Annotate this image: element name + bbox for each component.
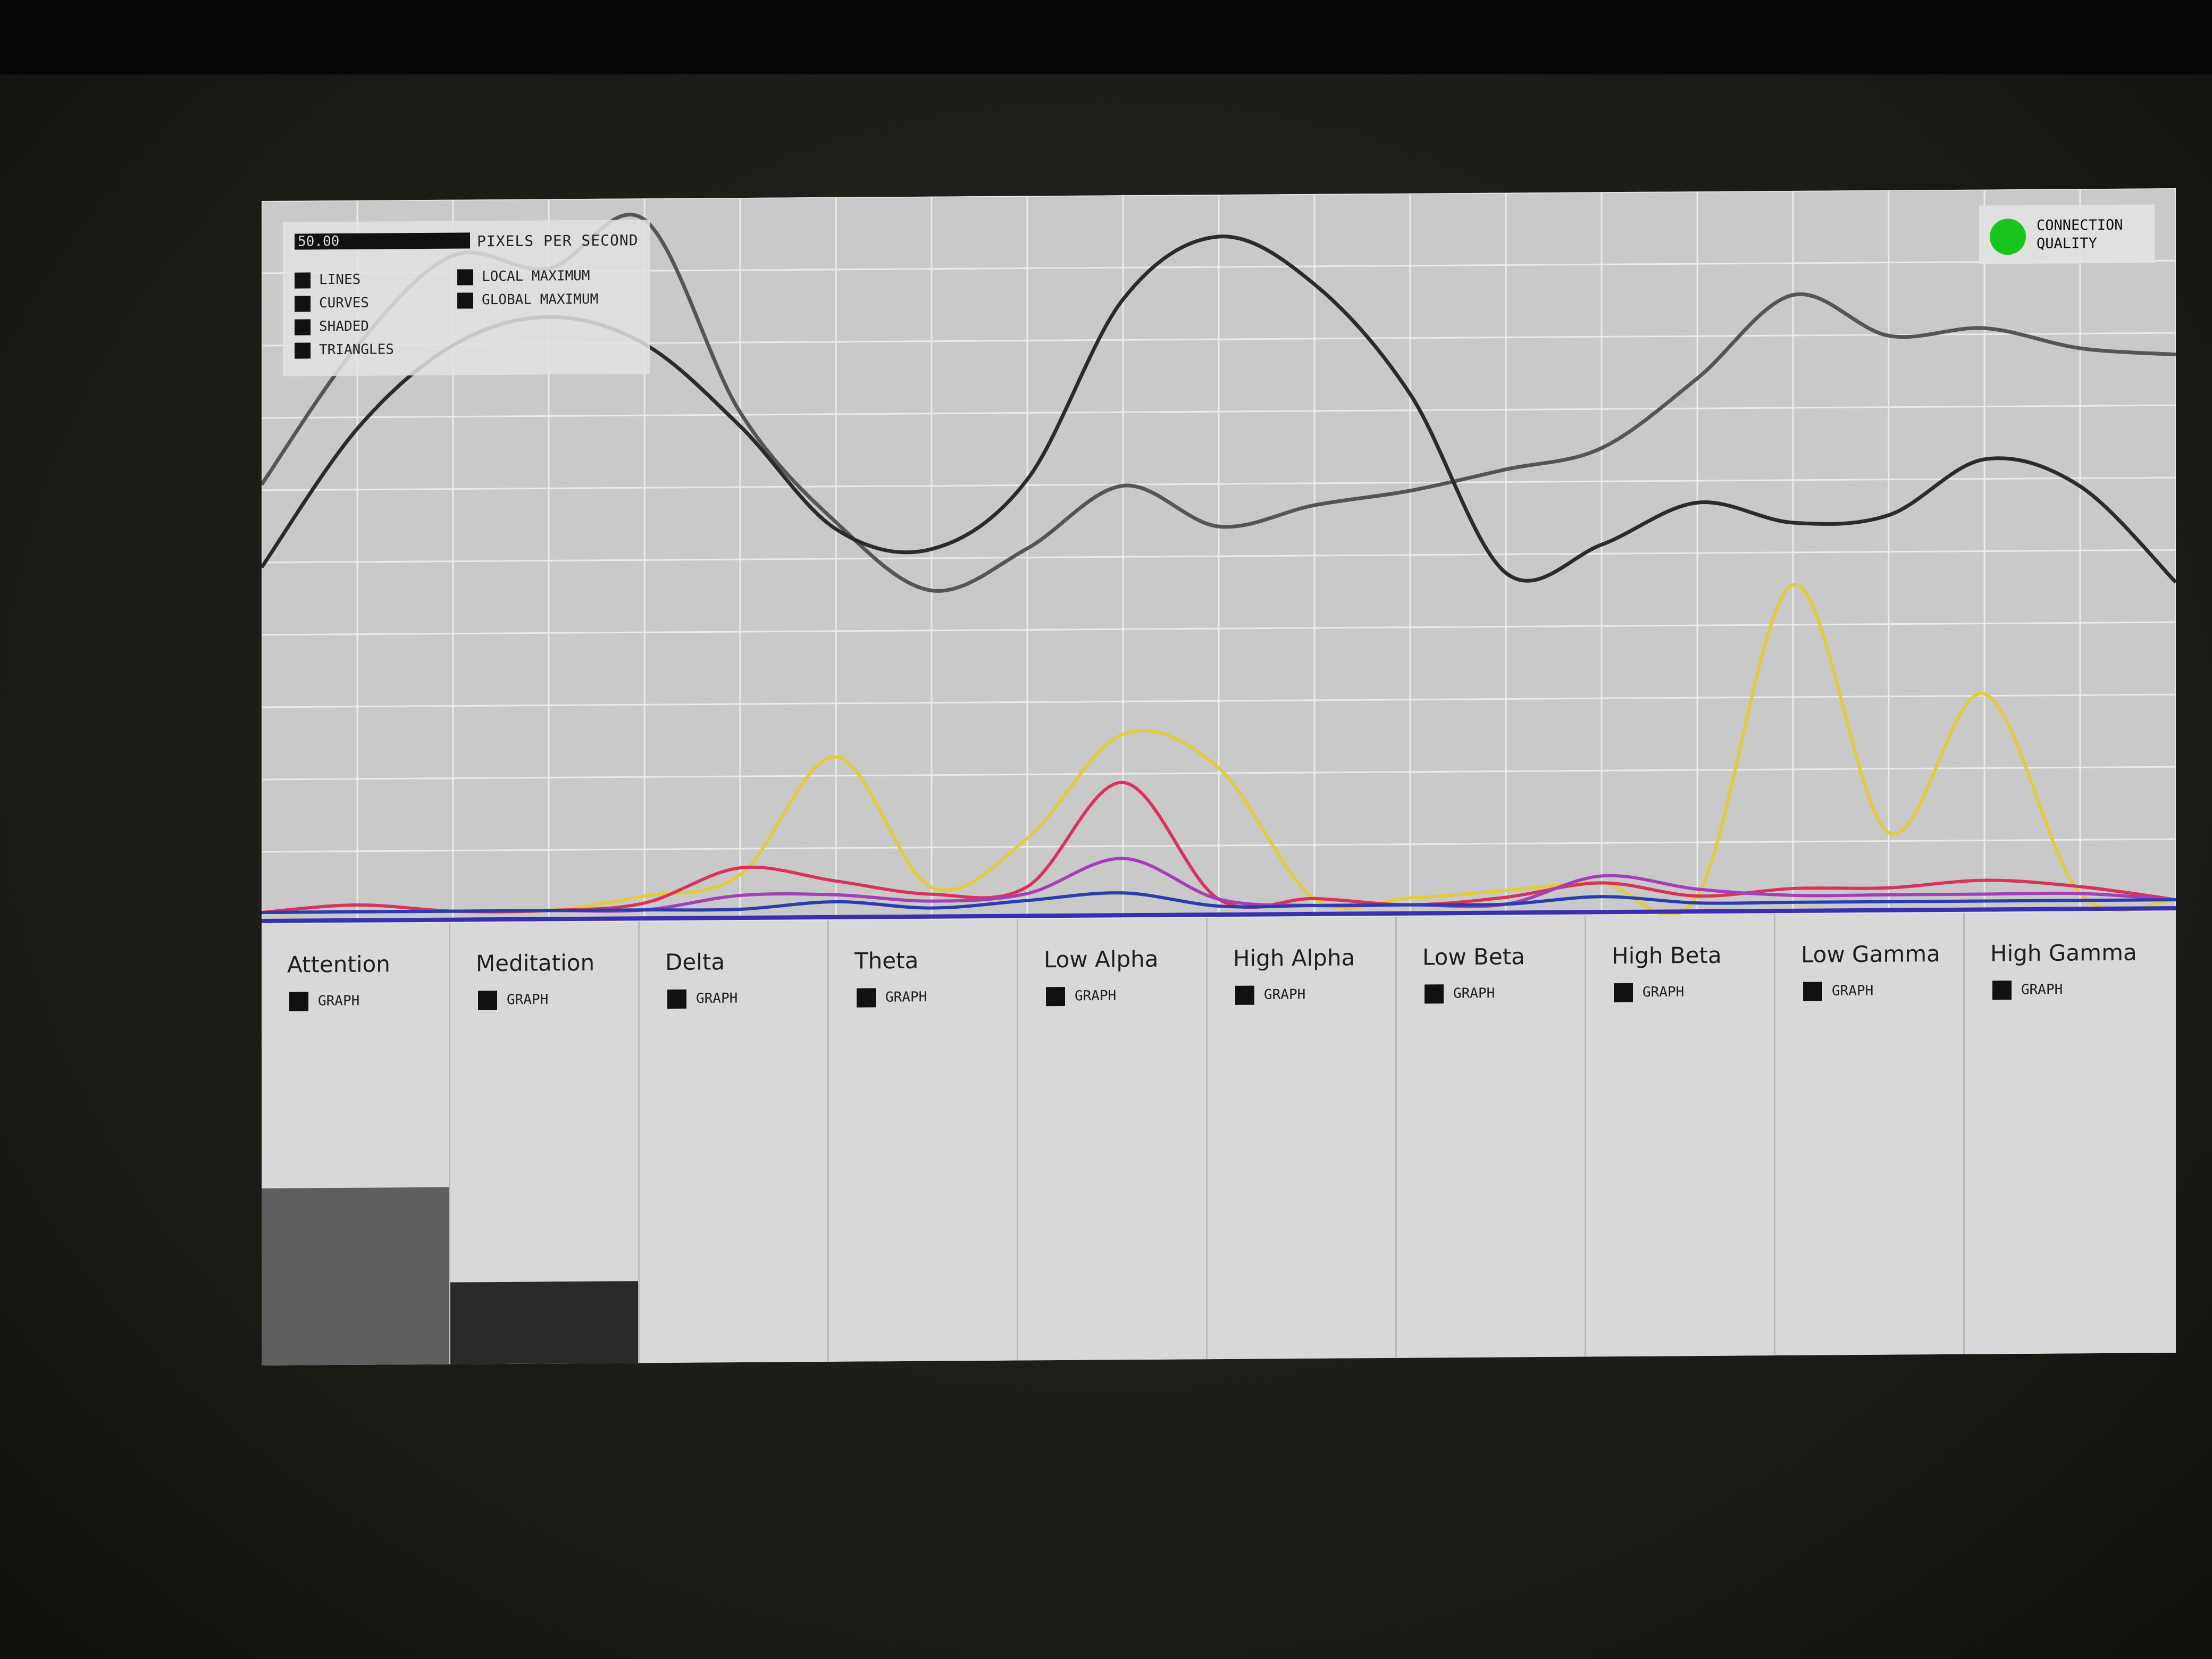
checkbox-icon[interactable] bbox=[1992, 981, 2012, 1000]
meditation-level-bar bbox=[450, 1281, 638, 1364]
panel-theta: Theta GRAPH bbox=[829, 919, 1018, 1362]
option-curves[interactable]: CURVES bbox=[295, 294, 369, 313]
option-lines[interactable]: LINES bbox=[295, 271, 361, 289]
series-line-2 bbox=[262, 583, 2176, 917]
panel-attention: Attention GRAPH bbox=[262, 923, 450, 1365]
checkbox-icon[interactable] bbox=[857, 988, 876, 1008]
checkbox-icon[interactable] bbox=[1614, 983, 1633, 1003]
graph-toggle[interactable]: GRAPH bbox=[1803, 982, 1873, 1001]
graph-toggle[interactable]: GRAPH bbox=[1046, 986, 1116, 1007]
panel-title: Delta bbox=[665, 949, 725, 975]
panel-low-alpha: Low Alpha GRAPH bbox=[1018, 918, 1208, 1361]
graph-toggle[interactable]: GRAPH bbox=[1992, 981, 2063, 1000]
option-triangles[interactable]: TRIANGLES bbox=[295, 340, 394, 359]
graph-toggle[interactable]: GRAPH bbox=[1614, 983, 1684, 1003]
checkbox-icon[interactable] bbox=[295, 295, 311, 312]
speed-label: PIXELS PER SECOND bbox=[477, 231, 639, 250]
grid-line-horizontal bbox=[262, 693, 2176, 708]
checkbox-icon[interactable] bbox=[457, 292, 473, 309]
baseline bbox=[262, 906, 2176, 923]
panel-title: High Gamma bbox=[1990, 939, 2137, 967]
panel-low-beta: Low Beta GRAPH bbox=[1397, 915, 1586, 1358]
panel-title: Theta bbox=[854, 947, 919, 974]
grid-line-horizontal bbox=[262, 404, 2176, 419]
grid-line-horizontal bbox=[262, 476, 2176, 491]
checkbox-icon[interactable] bbox=[1425, 984, 1444, 1004]
panel-title: High Alpha bbox=[1233, 944, 1355, 971]
graph-toggle[interactable]: GRAPH bbox=[289, 992, 359, 1011]
speed-input[interactable] bbox=[295, 232, 470, 250]
graph-toggle[interactable]: GRAPH bbox=[667, 989, 738, 1009]
attention-level-bar bbox=[262, 1187, 449, 1365]
panel-high-alpha: High Alpha GRAPH bbox=[1208, 916, 1397, 1360]
checkbox-icon[interactable] bbox=[478, 991, 497, 1010]
series-line-5 bbox=[262, 891, 2176, 914]
graph-toggle[interactable]: GRAPH bbox=[1235, 985, 1305, 1005]
panel-title: Meditation bbox=[476, 949, 595, 977]
checkbox-icon[interactable] bbox=[295, 319, 311, 336]
panel-title: Low Alpha bbox=[1044, 945, 1159, 973]
graph-toggle[interactable]: GRAPH bbox=[857, 988, 927, 1008]
panel-meditation: Meditation GRAPH bbox=[450, 921, 640, 1364]
option-local-maximum[interactable]: LOCAL MAXIMUM bbox=[457, 267, 590, 286]
option-shaded[interactable]: SHADED bbox=[295, 317, 369, 336]
connection-quality: CONNECTION QUALITY bbox=[1979, 204, 2155, 264]
panel-delta: Delta GRAPH bbox=[640, 920, 829, 1363]
panel-title: Low Beta bbox=[1422, 943, 1525, 970]
band-panels: Attention GRAPH Meditation GRAPH Delta G… bbox=[262, 911, 2176, 1365]
checkbox-icon[interactable] bbox=[289, 992, 308, 1011]
checkbox-icon[interactable] bbox=[1046, 986, 1065, 1007]
checkbox-icon[interactable] bbox=[1803, 982, 1822, 1001]
panel-title: Low Gamma bbox=[1801, 941, 1940, 968]
plot-area[interactable]: PIXELS PER SECOND LINES CURVES SHADED TR… bbox=[262, 188, 2176, 924]
grid-line-horizontal bbox=[262, 621, 2176, 636]
connection-status-icon bbox=[1990, 218, 2026, 255]
control-panel: PIXELS PER SECOND LINES CURVES SHADED TR… bbox=[283, 220, 650, 376]
panel-title: Attention bbox=[287, 951, 390, 978]
connection-label: CONNECTION QUALITY bbox=[2037, 216, 2123, 252]
grid-line-horizontal bbox=[262, 188, 2176, 202]
checkbox-icon[interactable] bbox=[295, 272, 311, 289]
panel-low-gamma: Low Gamma GRAPH bbox=[1775, 912, 1965, 1356]
panel-high-gamma: High Gamma GRAPH bbox=[1965, 911, 2176, 1354]
grid-line-horizontal bbox=[262, 766, 2176, 781]
checkbox-icon[interactable] bbox=[1235, 985, 1254, 1005]
panel-title: High Beta bbox=[1612, 942, 1722, 969]
checkbox-icon[interactable] bbox=[667, 989, 686, 1009]
top-shadow bbox=[0, 0, 2212, 74]
app-window: PIXELS PER SECOND LINES CURVES SHADED TR… bbox=[262, 188, 2176, 1365]
graph-toggle[interactable]: GRAPH bbox=[478, 990, 548, 1010]
grid-line-horizontal bbox=[262, 838, 2176, 853]
checkbox-icon[interactable] bbox=[295, 342, 311, 359]
graph-toggle[interactable]: GRAPH bbox=[1425, 984, 1495, 1004]
option-global-maximum[interactable]: GLOBAL MAXIMUM bbox=[457, 290, 598, 309]
grid-line-horizontal bbox=[262, 549, 2176, 564]
checkbox-icon[interactable] bbox=[457, 269, 473, 286]
panel-high-beta: High Beta GRAPH bbox=[1586, 914, 1775, 1357]
